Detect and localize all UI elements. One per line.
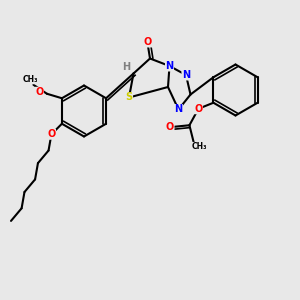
Text: H: H — [122, 62, 130, 73]
Text: N: N — [174, 104, 183, 115]
Text: O: O — [143, 37, 152, 47]
Text: S: S — [125, 92, 133, 103]
Text: CH₃: CH₃ — [192, 142, 207, 151]
Text: O: O — [194, 104, 202, 114]
Text: N: N — [165, 61, 174, 71]
Text: O: O — [35, 87, 44, 97]
Text: N: N — [182, 70, 190, 80]
Text: O: O — [47, 129, 56, 139]
Text: CH₃: CH₃ — [23, 75, 38, 84]
Text: O: O — [166, 122, 174, 132]
